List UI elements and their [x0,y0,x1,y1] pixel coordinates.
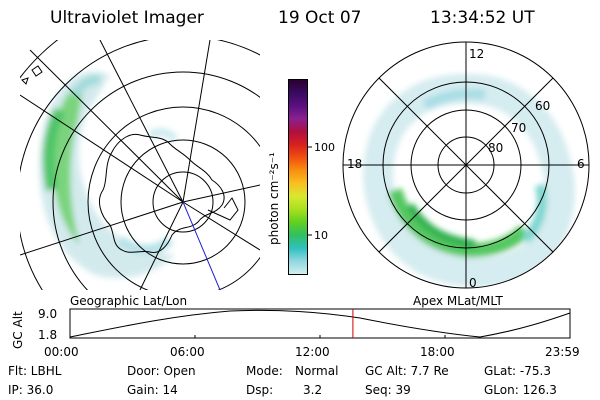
mlt-label-12: 12 [469,47,484,61]
altitude-xtick-2: 12:00 [295,345,330,359]
ip-status: IP: 36.0 [8,383,54,397]
colorbar-tick-100: 100 [314,141,335,154]
lat-label-70: 70 [511,121,526,135]
date-label: 19 Oct 07 [278,8,362,28]
lat-label-80: 80 [488,141,503,155]
mode-label: Mode: [246,364,283,378]
mlt-label-6: 6 [577,157,585,171]
altitude-xtick-0: 00:00 [44,345,79,359]
right-map-label: Apex MLat/MLT [413,294,503,308]
mlt-label-0: 0 [469,276,477,290]
altitude-xtick-1: 06:00 [170,345,205,359]
altitude-ytick-low: 1.8 [38,328,57,342]
colorbar-tick-10: 10 [314,229,328,242]
instrument-title: Ultraviolet Imager [50,8,204,28]
filter-status: Flt: LBHL [8,364,62,378]
dsp-label: Dsp: [246,383,274,397]
colorbar-axis: 100 10 photon cm⁻²s⁻¹ [267,141,335,245]
gc-alt-status: GC Alt: 7.7 Re [365,364,449,378]
mode-value: Normal [295,364,339,378]
glon-status: GLon: 126.3 [484,383,557,397]
left-map-label: Geographic Lat/Lon [70,294,188,308]
dsp-value: 3.2 [303,383,323,397]
colorbar-gradient [289,80,307,274]
altitude-plot: GC Alt 9.0 1.8 00:00 06:00 12:00 18:00 2… [11,307,580,359]
colorbar [288,79,308,275]
seq-status: Seq: 39 [365,383,411,397]
altitude-curve [69,309,571,338]
altitude-xtick-4: 23:59 [545,345,580,359]
mlt-label-18: 18 [347,157,362,171]
gain-status: Gain: 14 [127,383,178,397]
geographic-map [20,40,260,290]
apex-polar-plot: 12 18 6 0 60 70 80 [342,41,590,290]
colorbar-label: photon cm⁻²s⁻¹ [267,152,281,245]
altitude-ylabel: GC Alt [11,311,25,349]
altitude-xtick-3: 18:00 [420,345,455,359]
altitude-ytick-high: 9.0 [38,307,57,321]
glat-status: GLat: -75.3 [484,364,551,378]
lat-label-60: 60 [535,99,550,113]
door-status: Door: Open [127,364,196,378]
time-label: 13:34:52 UT [430,8,535,28]
